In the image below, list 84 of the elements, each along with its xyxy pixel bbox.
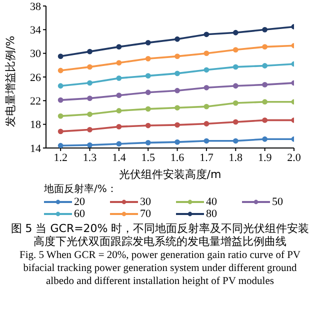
point: [87, 126, 92, 132]
caption: Fig. 5 When GCR = 20%, power generation gain ratio curve of PV bifacial tracking power generation system under different ground albedo and different installation height of PV modules: [18, 249, 302, 288]
y-axis-title: 发电量增益比例/%: [4, 36, 17, 127]
legend-label: 50: [272, 196, 283, 208]
point: [58, 142, 64, 148]
point: [232, 47, 238, 52]
point: [87, 64, 92, 70]
legend-label: 80: [206, 208, 217, 220]
point: [58, 54, 64, 59]
x-tick-label: 1.4: [112, 152, 126, 164]
legend-title: 地面反射率/%：: [44, 182, 118, 196]
point: [262, 63, 268, 68]
y-tick-label: 26: [30, 72, 42, 84]
legend-label: 70: [140, 208, 151, 220]
point: [262, 99, 268, 105]
point: [145, 90, 151, 96]
y-tick-label: 34: [30, 24, 42, 37]
x-tick-label: 1.8: [228, 152, 244, 164]
point: [145, 40, 151, 46]
point: [145, 106, 151, 112]
y-tick-label: 30: [30, 48, 42, 60]
point: [262, 136, 268, 142]
point: [145, 56, 151, 62]
point: [204, 138, 210, 144]
point: [232, 83, 238, 89]
point: [174, 54, 180, 59]
point: [58, 83, 64, 89]
point: [174, 122, 180, 128]
x-axis-title: 光伏组件安装高度/m: [118, 168, 222, 181]
point: [262, 26, 268, 32]
point: [204, 84, 210, 90]
point: [174, 88, 180, 94]
point: [58, 97, 64, 103]
point: [116, 108, 122, 114]
point: [204, 121, 210, 126]
x-tick-label: 1.3: [82, 152, 98, 164]
x-tick-label: 1.7: [200, 152, 214, 164]
point: [262, 82, 268, 88]
point: [174, 105, 180, 110]
legend-label: 20: [74, 196, 85, 208]
point: [87, 48, 92, 54]
point: [58, 113, 64, 119]
point: [116, 124, 122, 130]
point: [116, 75, 122, 81]
point: [174, 36, 180, 42]
point: [58, 128, 64, 134]
point: [87, 142, 92, 148]
point: [145, 73, 151, 79]
point: [204, 67, 210, 73]
y-tick-label: 22: [30, 96, 41, 108]
point: [145, 122, 151, 128]
point: [204, 32, 210, 38]
point: [116, 92, 122, 98]
point: [174, 70, 180, 76]
point: [145, 140, 151, 146]
x-tick-label: 1.2: [54, 152, 68, 164]
point: [174, 139, 180, 145]
point: [232, 119, 238, 125]
caption: 图 5 当 GCR=20% 时，不同地面反射率及不同光伏组件安装高度下光伏双面跟踪发电系统的发电量增益比例曲线: [10, 222, 310, 248]
x-tick-label: 2.0: [287, 152, 302, 164]
point: [204, 50, 210, 56]
point: [116, 141, 122, 147]
y-tick-label: 14: [30, 142, 42, 155]
point: [232, 100, 238, 106]
point: [262, 117, 268, 123]
legend-label: 40: [206, 196, 217, 208]
point: [204, 104, 210, 110]
legend-label: 60: [74, 208, 85, 220]
legend-label: 30: [140, 196, 151, 208]
point: [58, 68, 64, 74]
x-tick-label: 1.9: [258, 152, 272, 164]
point: [232, 138, 238, 144]
point: [262, 44, 268, 50]
x-tick-label: 1.6: [170, 152, 185, 164]
point: [87, 80, 92, 86]
y-tick-label: 18: [30, 119, 42, 132]
point: [232, 30, 238, 36]
point: [116, 44, 122, 50]
point: [87, 112, 92, 117]
y-tick-label: 38: [30, 0, 42, 13]
x-tick-label: 1.5: [141, 152, 156, 164]
point: [87, 96, 92, 101]
point: [232, 64, 238, 70]
point: [116, 60, 122, 66]
